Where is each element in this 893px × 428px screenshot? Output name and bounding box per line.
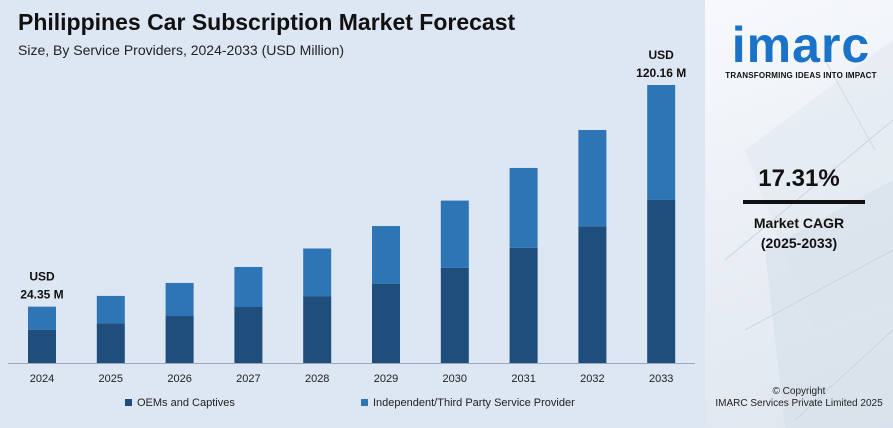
- cagr-label-line1: Market CAGR: [753, 215, 845, 231]
- data-label-2024-line2: 24.35 M: [20, 288, 63, 302]
- x-tick-label-2026: 2026: [167, 373, 191, 385]
- data-label-2024-line1: USD: [29, 270, 55, 284]
- data-label-2033-line2: 120.16 M: [636, 66, 686, 80]
- chart-panel: Philippines Car Subscription Market Fore…: [0, 0, 705, 428]
- x-tick-label-2031: 2031: [511, 373, 535, 385]
- bar-2027-oems: [234, 307, 263, 363]
- copyright: © Copyright IMARC Services Private Limit…: [705, 386, 893, 410]
- bar-2025-independent: [96, 295, 125, 324]
- copyright-line1: © Copyright: [772, 386, 826, 397]
- bar-2028-oems: [303, 296, 332, 363]
- bar-2029-oems: [372, 283, 400, 363]
- bar-2033-oems: [647, 199, 676, 363]
- bar-2031-independent: [509, 167, 538, 248]
- sidebar: imarc TRANSFORMING IDEAS INTO IMPACT 17.…: [705, 0, 893, 428]
- x-tick-label-2028: 2028: [305, 373, 329, 385]
- logo-tagline: TRANSFORMING IDEAS INTO IMPACT: [725, 71, 877, 80]
- bar-2033-independent: [647, 85, 676, 200]
- cagr-label-line2: (2025-2033): [760, 235, 838, 251]
- cagr-value: 17.31%: [758, 165, 840, 192]
- cagr-label: Market CAGR (2025-2033): [705, 213, 893, 253]
- legend-swatch-oems: [125, 398, 132, 406]
- copyright-line2: IMARC Services Private Limited 2025: [715, 398, 883, 409]
- bar-2032-independent: [578, 130, 607, 227]
- bar-2028-independent: [303, 248, 332, 297]
- legend-item-oems: OEMs and Captives: [125, 397, 235, 409]
- legend-label-independent: Independent/Third Party Service Provider: [373, 397, 575, 409]
- stacked-bar-chart: 2024 USD 24.35 M 2025 2026 2027 2028 2029 2030 20…: [8, 48, 695, 385]
- bar-2025-oems: [96, 323, 125, 363]
- chart-title: Philippines Car Subscription Market Fore…: [18, 9, 516, 35]
- bar-2024-oems: [28, 329, 56, 363]
- bar-2026-oems: [165, 316, 194, 363]
- bar-2032-oems: [578, 226, 607, 363]
- bar-2030-independent: [440, 200, 469, 268]
- x-tick-label-2024: 2024: [30, 373, 54, 385]
- bar-2024-independent: [28, 306, 56, 330]
- x-tick-label-2025: 2025: [99, 373, 123, 385]
- logo-wordmark: imarc: [731, 17, 871, 73]
- legend-swatch-independent: [361, 398, 368, 406]
- x-tick-label-2029: 2029: [374, 373, 398, 385]
- background-graphic: [724, 40, 893, 428]
- legend-item-independent: Independent/Third Party Service Provider: [361, 397, 575, 409]
- bar-2027-independent: [234, 266, 263, 308]
- bar-2031-oems: [509, 247, 538, 363]
- bar-2030-oems: [440, 267, 469, 363]
- bar-2029-independent: [372, 226, 400, 284]
- bar-2026-independent: [165, 282, 194, 317]
- x-tick-label-2032: 2032: [580, 373, 604, 385]
- cagr-divider: [743, 200, 865, 204]
- data-label-2033-line1: USD: [649, 48, 675, 62]
- imarc-logo: imarc TRANSFORMING IDEAS INTO IMPACT: [715, 17, 887, 80]
- x-tick-label-2027: 2027: [236, 373, 260, 385]
- x-tick-label-2033: 2033: [649, 373, 673, 385]
- legend-label-oems: OEMs and Captives: [137, 397, 235, 409]
- chart-subtitle: Size, By Service Providers, 2024-2033 (U…: [18, 42, 345, 58]
- x-tick-label-2030: 2030: [443, 373, 467, 385]
